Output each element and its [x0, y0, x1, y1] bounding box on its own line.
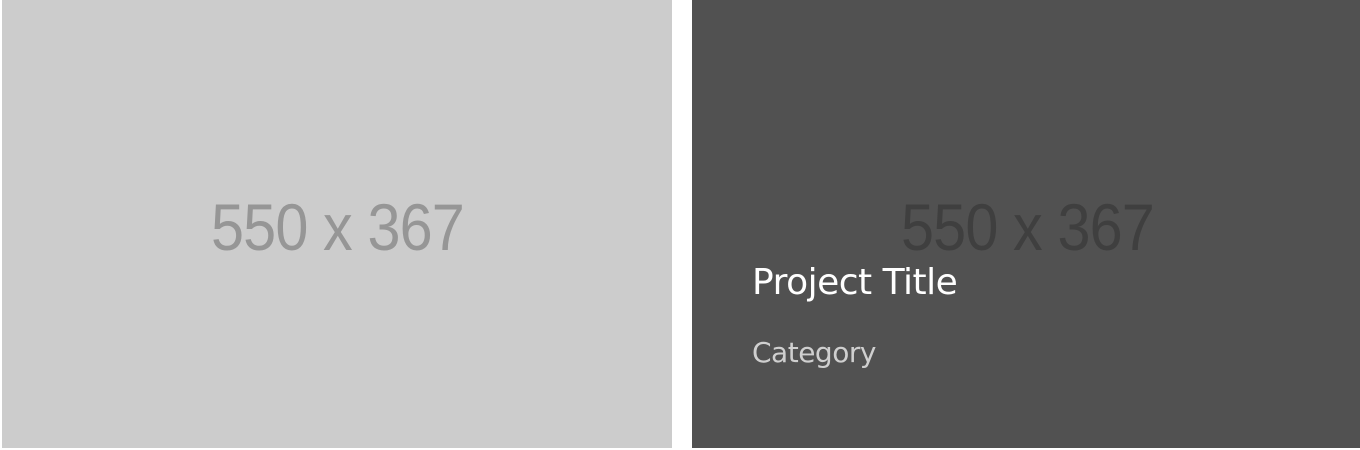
portfolio-item-2[interactable]: 550 x 367 Project Title Category — [692, 0, 1360, 448]
portfolio-item-1[interactable]: 550 x 367 — [2, 0, 672, 448]
portfolio-item-2-image: 550 x 367 — [692, 0, 1360, 448]
project-title: Project Title — [752, 262, 958, 303]
portfolio-item-2-hover-overlay[interactable]: Project Title Category — [692, 0, 1360, 448]
portfolio-item-1-image: 550 x 367 — [2, 0, 672, 448]
portfolio-item-2-image-label: 550 x 367 — [900, 190, 1155, 264]
portfolio-item-1-image-label: 550 x 367 — [210, 190, 465, 264]
project-category: Category — [752, 336, 876, 369]
